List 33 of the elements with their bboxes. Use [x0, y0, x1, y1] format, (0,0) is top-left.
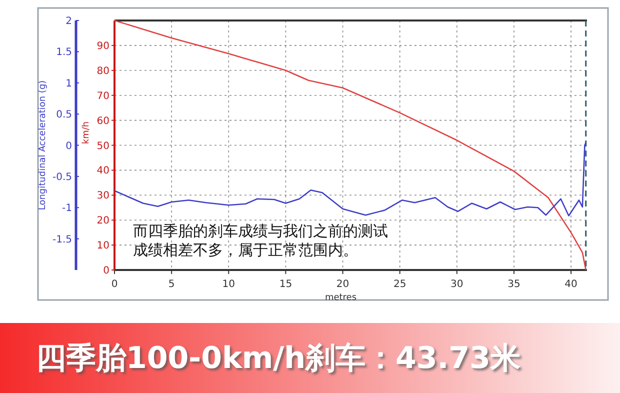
y-tick-label: 50: [96, 140, 110, 152]
x-tick-label: 20: [336, 279, 350, 290]
y-axis-title: km/h: [82, 121, 92, 144]
x-axis-title: metres: [324, 293, 357, 303]
x-tick-label: 25: [393, 279, 406, 290]
x-tick-label: 40: [564, 279, 578, 290]
annotation: 而四季胎的刹车成绩与我们之前的测试: [133, 222, 388, 240]
y2-axis-title: Longitudinal Acceleration (g): [38, 80, 48, 210]
y2-tick-label: -1: [62, 203, 72, 214]
y-tick-label: 20: [96, 216, 110, 227]
y2-tick-label: -1.5: [52, 234, 72, 246]
x-tick-label: 0: [111, 279, 118, 290]
annotation: 成绩相差不多，属于正常范围内。: [133, 241, 358, 259]
x-tick-label: 15: [279, 279, 292, 290]
y-tick-label: 30: [96, 190, 110, 202]
x-tick-label: 5: [168, 279, 175, 290]
y-tick-label: 60: [96, 116, 110, 127]
x-tick-label: 30: [450, 279, 464, 290]
y-tick-label: 90: [96, 40, 110, 52]
y-tick-label: 10: [96, 240, 110, 252]
y2-tick-label: 1.5: [56, 47, 72, 58]
y2-tick-label: 2: [66, 16, 72, 27]
y-tick-label: 0: [103, 266, 110, 276]
y-tick-label: 80: [96, 66, 110, 77]
y-tick-label: 40: [96, 166, 110, 177]
y2-tick-label: 0: [66, 140, 72, 152]
x-tick-label: 10: [222, 279, 235, 290]
y2-tick-label: 0.5: [56, 110, 72, 121]
y2-tick-label: 1: [66, 78, 72, 90]
y2-tick-label: -0.5: [52, 172, 72, 183]
x-tick-label: 35: [508, 279, 520, 290]
y-tick-label: 70: [96, 90, 110, 102]
text: 四季胎100-0km/h刹车：43.73米: [36, 341, 520, 376]
